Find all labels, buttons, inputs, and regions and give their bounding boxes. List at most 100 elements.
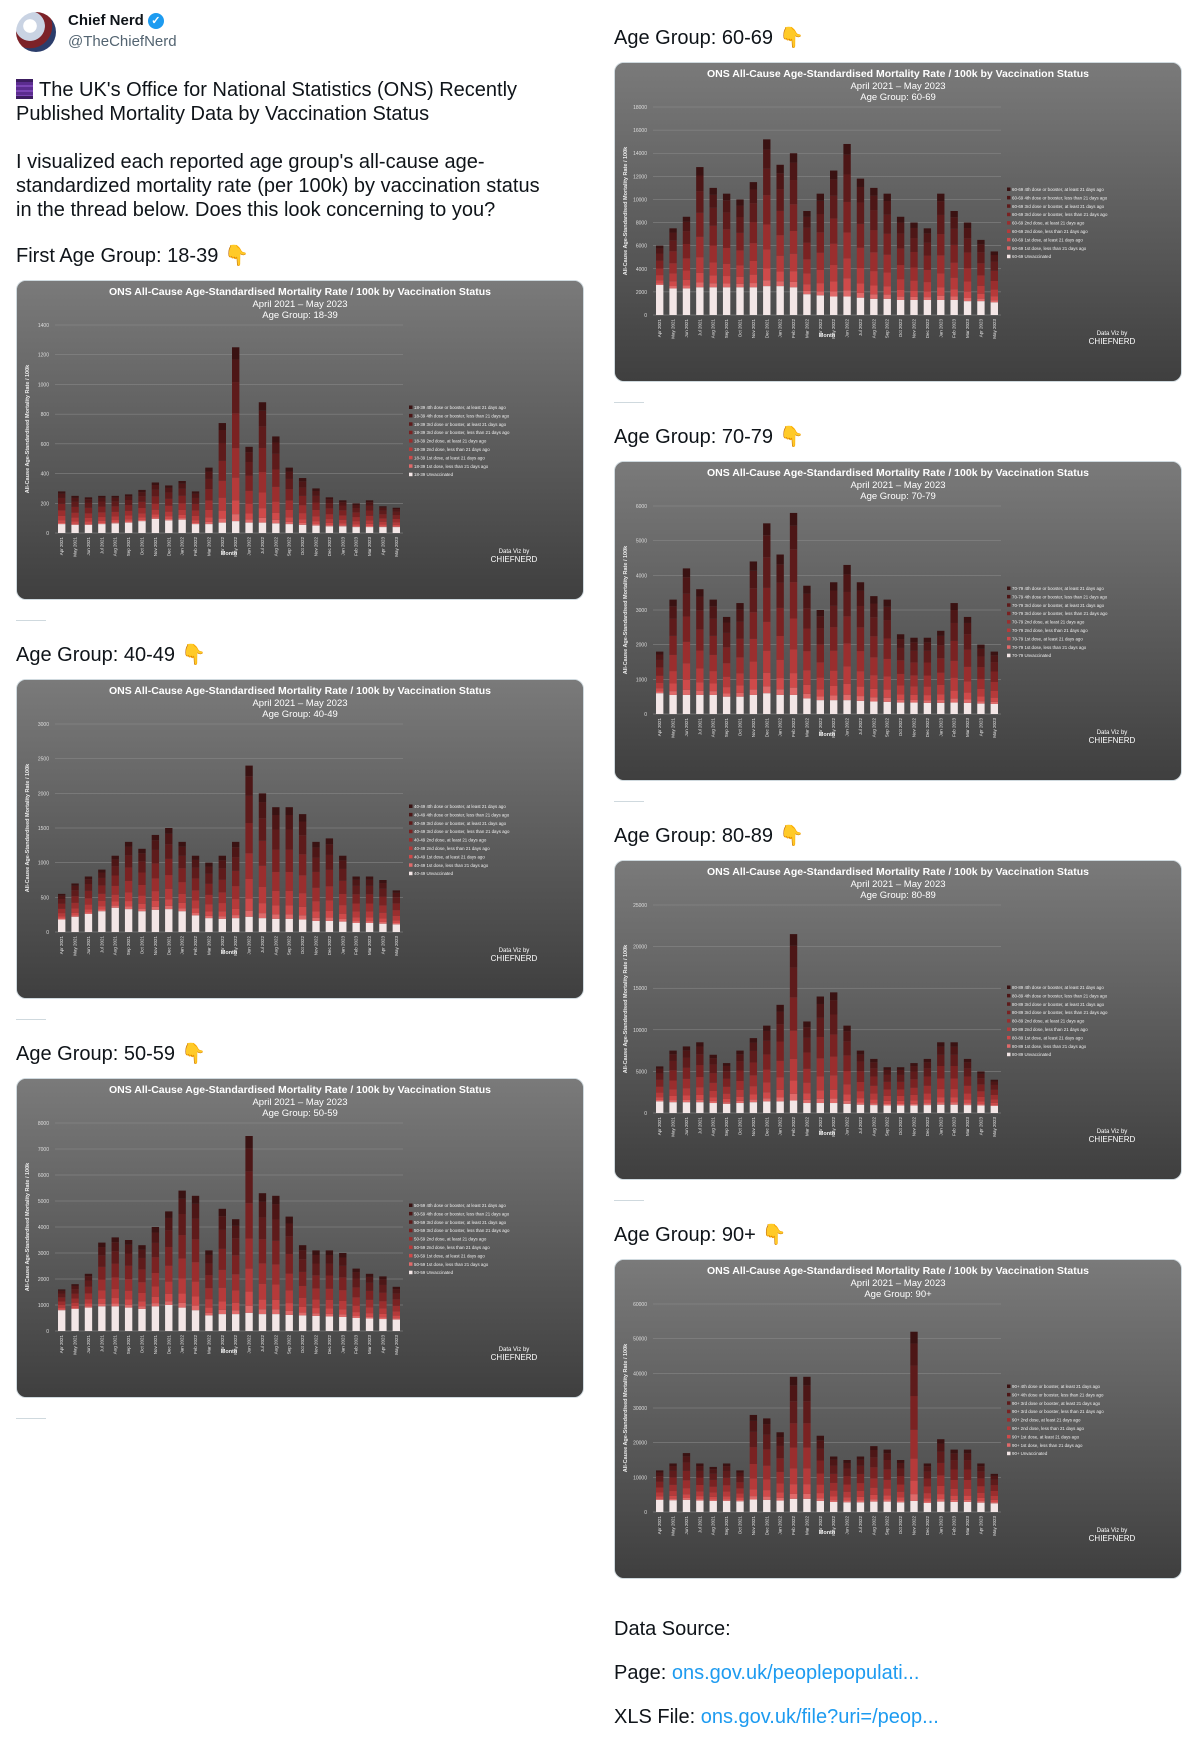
bar-segment bbox=[950, 698, 958, 703]
x-tick-label: Dec 2022 bbox=[925, 319, 930, 339]
page-link[interactable]: ons.gov.uk/peoplepopulati... bbox=[671, 1662, 920, 1684]
x-tick-label: Apr 2021 bbox=[59, 936, 64, 955]
y-tick-label: 20000 bbox=[633, 1441, 647, 1447]
bar-segment bbox=[151, 1257, 160, 1273]
x-tick-label: Mar 2023 bbox=[965, 718, 970, 738]
chart-card[interactable]: ONS All-Cause Age-Standardised Mortality… bbox=[16, 280, 584, 600]
bar-segment bbox=[776, 554, 784, 565]
bar-segment bbox=[392, 515, 400, 519]
legend-entry: 40-49 Unvaccinated bbox=[414, 871, 454, 876]
legend-swatch bbox=[1007, 246, 1011, 250]
bar-segment-unvaccinated bbox=[656, 693, 664, 714]
x-tick-label: Apr 2022 bbox=[818, 1516, 823, 1535]
legend-swatch bbox=[1007, 1409, 1011, 1414]
bar-segment bbox=[682, 1050, 691, 1058]
bar-segment bbox=[325, 519, 334, 523]
bar-segment bbox=[245, 1171, 253, 1204]
bar-segment bbox=[656, 688, 664, 692]
bar-segment bbox=[205, 500, 213, 510]
bar-segment bbox=[749, 1496, 758, 1500]
bar-segment-unvaccinated bbox=[923, 1502, 932, 1512]
bar-segment bbox=[365, 1299, 374, 1308]
thread-spool-icon bbox=[16, 79, 33, 99]
bar-segment bbox=[392, 890, 400, 893]
bar-segment-unvaccinated bbox=[789, 1100, 798, 1113]
bar-segment bbox=[950, 211, 958, 218]
x-tick-label: Nov 2021 bbox=[153, 936, 158, 956]
chart-card[interactable]: ONS All-Cause Age-Standardised Mortality… bbox=[614, 1259, 1182, 1579]
bar-segment bbox=[258, 410, 267, 427]
bar-segment bbox=[285, 521, 293, 525]
bar-segment bbox=[749, 588, 758, 613]
author-name[interactable]: Chief Nerd ✓ bbox=[68, 12, 164, 29]
bar-segment-unvaccinated bbox=[111, 523, 119, 533]
legend-swatch bbox=[1007, 586, 1011, 590]
bar-segment-unvaccinated bbox=[339, 1316, 347, 1331]
bar-segment bbox=[682, 577, 691, 594]
bar-segment bbox=[379, 905, 387, 913]
chart-card[interactable]: ONS All-Cause Age-Standardised Mortality… bbox=[614, 461, 1182, 781]
bar-segment bbox=[776, 281, 784, 287]
bar-segment bbox=[124, 496, 133, 501]
bar-segment bbox=[379, 1301, 387, 1309]
bar-segment-unvaccinated bbox=[124, 1307, 133, 1331]
bar-segment bbox=[392, 1315, 400, 1319]
bar-segment bbox=[682, 1456, 691, 1463]
bar-segment bbox=[352, 512, 360, 518]
bar-segment-unvaccinated bbox=[856, 1104, 865, 1113]
x-tick-label: Jan 2023 bbox=[340, 1335, 345, 1354]
bar-segment bbox=[789, 271, 798, 282]
chart-card[interactable]: ONS All-Cause Age-Standardised Mortality… bbox=[16, 679, 584, 999]
avatar[interactable] bbox=[16, 12, 56, 52]
bar-segment bbox=[178, 846, 186, 856]
bar-segment bbox=[84, 879, 93, 885]
bar-segment bbox=[682, 1099, 691, 1103]
bar-segment bbox=[870, 230, 878, 253]
bar-segment bbox=[910, 290, 918, 297]
x-tick-label: Sep 2021 bbox=[126, 1335, 131, 1355]
chart-card[interactable]: ONS All-Cause Age-Standardised Mortality… bbox=[614, 62, 1182, 382]
x-tick-label: Oct 2022 bbox=[300, 1335, 305, 1354]
bar-segment bbox=[950, 1046, 958, 1055]
chart-card[interactable]: ONS All-Cause Age-Standardised Mortality… bbox=[16, 1078, 584, 1398]
bar-segment bbox=[178, 1258, 186, 1279]
x-tick-label: Dec 2021 bbox=[166, 936, 171, 956]
xls-link[interactable]: ons.gov.uk/file?uri=/peop... bbox=[700, 1706, 939, 1728]
bar-segment bbox=[325, 900, 334, 912]
bar-segment bbox=[990, 300, 998, 303]
bar-segment bbox=[709, 618, 717, 636]
bar-segment bbox=[910, 642, 918, 651]
bar-segment bbox=[98, 512, 106, 518]
bar-segment bbox=[803, 1484, 811, 1494]
bar-segment bbox=[883, 1479, 891, 1489]
bar-segment bbox=[682, 616, 691, 642]
bar-segment-unvaccinated bbox=[776, 694, 784, 714]
bar-segment bbox=[990, 1081, 998, 1085]
bar-segment-unvaccinated bbox=[696, 694, 704, 714]
bar-segment bbox=[990, 1485, 998, 1491]
age-group-heading: Age Group: 50-59 👇 bbox=[16, 1042, 582, 1066]
bar-segment bbox=[191, 908, 200, 913]
bar-segment bbox=[232, 908, 240, 916]
bar-segment bbox=[312, 1308, 320, 1314]
chart-background bbox=[615, 861, 1181, 1179]
bar-segment bbox=[258, 517, 267, 523]
bar-segment bbox=[950, 1065, 958, 1079]
bar-segment bbox=[111, 1237, 119, 1243]
bar-segment bbox=[178, 1278, 186, 1294]
author-handle[interactable]: @TheChiefNerd bbox=[68, 33, 177, 50]
bar-segment bbox=[365, 1316, 374, 1319]
author-name-text[interactable]: Chief Nerd bbox=[68, 12, 144, 29]
bar-segment bbox=[816, 616, 824, 629]
bar-segment bbox=[736, 1089, 744, 1097]
x-tick-label: Jun 2022 bbox=[247, 936, 252, 955]
bar-segment bbox=[58, 918, 66, 920]
bar-segment bbox=[749, 561, 758, 571]
bar-segment bbox=[165, 1230, 173, 1247]
x-tick-label: Apr 2023 bbox=[978, 718, 983, 737]
bar-segment bbox=[749, 189, 758, 204]
chart-subtitle: April 2021 – May 2023 bbox=[252, 1097, 347, 1108]
bar-segment bbox=[178, 481, 186, 484]
chart-card[interactable]: ONS All-Cause Age-Standardised Mortality… bbox=[614, 860, 1182, 1180]
bar-segment bbox=[379, 1279, 387, 1285]
